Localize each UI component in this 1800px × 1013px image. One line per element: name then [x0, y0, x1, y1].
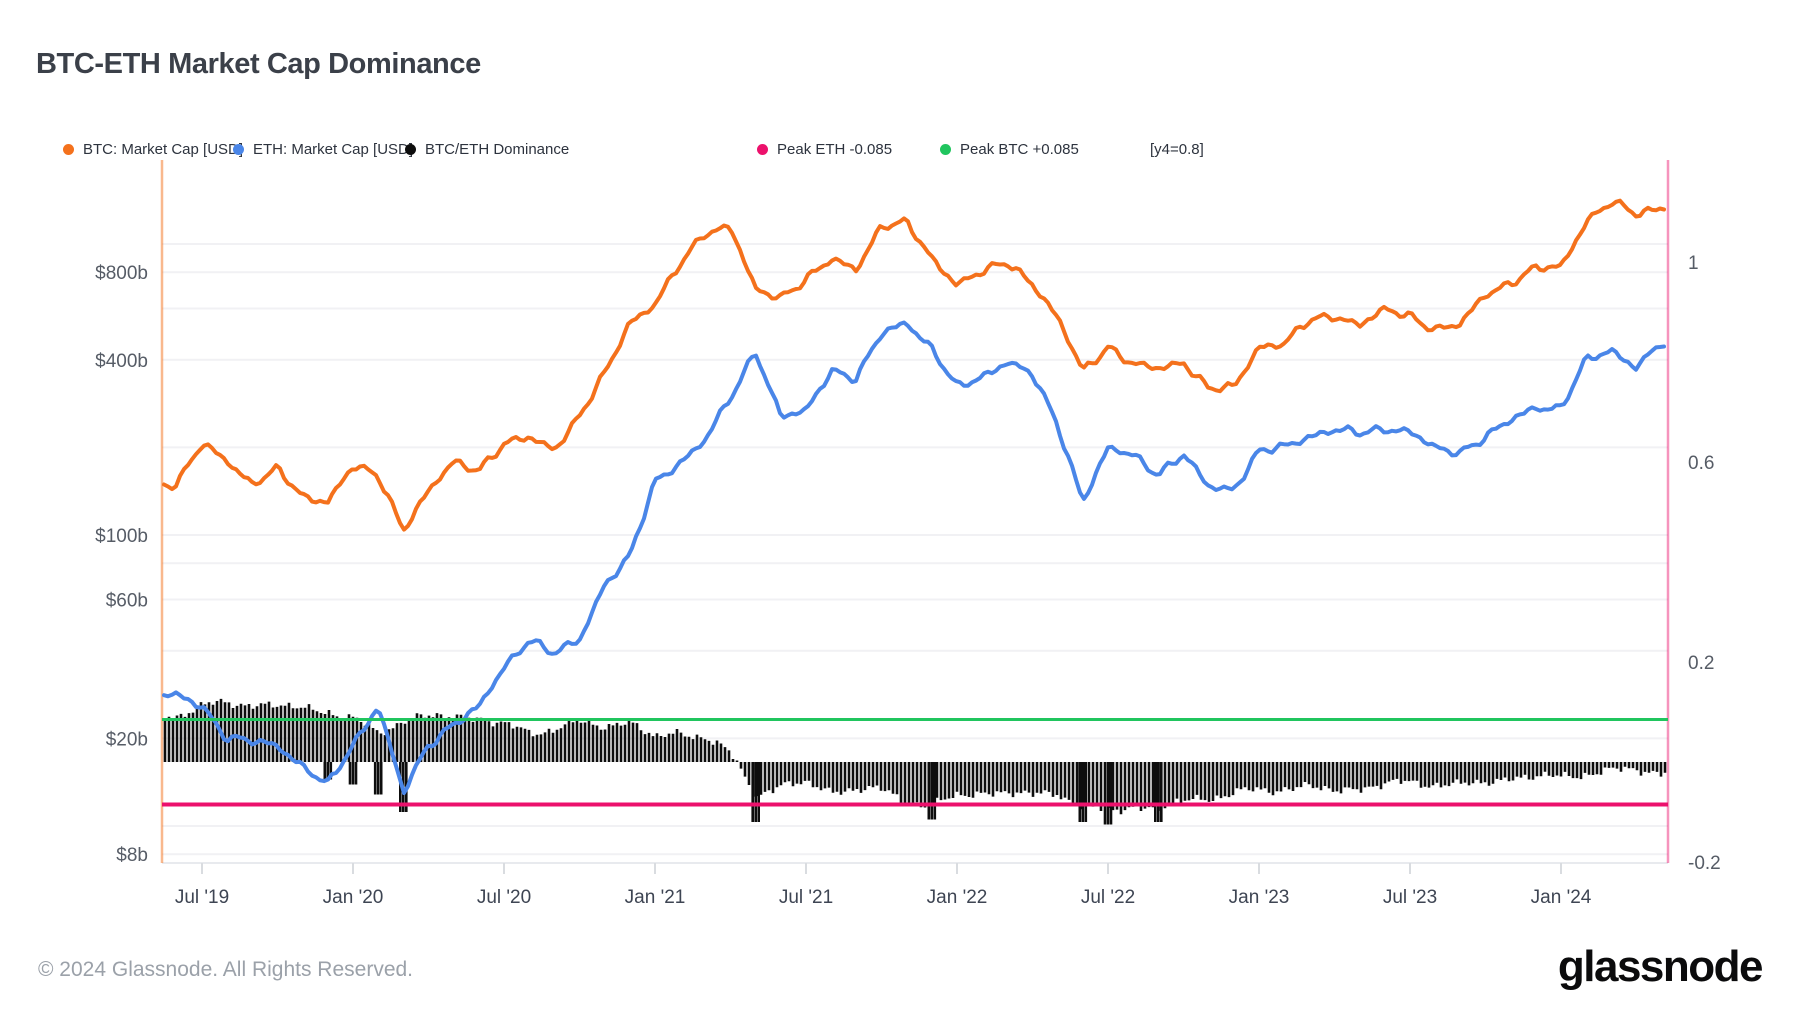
x-tick-label: Jan '24	[1531, 887, 1592, 908]
dominance-legend-dot-icon	[405, 144, 416, 155]
x-tick-label: Jul '19	[175, 887, 229, 908]
y-right-tick-label: 0.6	[1688, 453, 1714, 474]
copyright-text: © 2024 Glassnode. All Rights Reserved.	[38, 958, 414, 981]
peak-btc-legend-dot-icon	[940, 144, 951, 155]
legend-label: [y4=0.8]	[1150, 141, 1204, 158]
legend-label: Peak BTC +0.085	[960, 141, 1079, 158]
y-left-tick-label: $60b	[106, 591, 148, 612]
dominance-bars-series	[163, 698, 1667, 825]
y-left-tick-label: $8b	[116, 845, 148, 866]
legend-label: Peak ETH -0.085	[777, 141, 893, 158]
x-tick-label: Jan '20	[323, 887, 384, 908]
x-tick-label: Jul '20	[477, 887, 531, 908]
legend-label: BTC: Market Cap [USD]	[83, 141, 244, 158]
legend-label: BTC/ETH Dominance	[425, 141, 570, 158]
y-right-tick-label: -0.2	[1688, 853, 1721, 874]
legend-item-eth-market-cap[interactable]: ETH: Market Cap [USD]	[233, 141, 413, 158]
peak-eth-legend-dot-icon	[757, 144, 768, 155]
btc-legend-dot-icon	[63, 144, 74, 155]
y-right-tick-label: 0.2	[1688, 653, 1714, 674]
x-tick-label: Jul '21	[779, 887, 833, 908]
x-tick-label: Jul '22	[1081, 887, 1135, 908]
legend-item-peak-btc[interactable]: Peak BTC +0.085	[940, 141, 1079, 158]
glassnode-logo: glassnode	[1557, 942, 1764, 991]
y-left-tick-label: $400b	[95, 351, 148, 372]
legend-item-dominance[interactable]: BTC/ETH Dominance	[405, 141, 569, 158]
y-left-tick-label: $800b	[95, 263, 148, 284]
legend-item-y4-note: [y4=0.8]	[1150, 141, 1204, 158]
y-right-tick-label: 1	[1688, 253, 1699, 274]
x-tick-label: Jan '22	[927, 887, 988, 908]
page-title: BTC-ETH Market Cap Dominance	[36, 48, 481, 80]
eth-market-cap-line	[162, 320, 1666, 795]
legend-item-btc-market-cap[interactable]: BTC: Market Cap [USD]	[63, 141, 243, 158]
legend-item-peak-eth[interactable]: Peak ETH -0.085	[757, 141, 892, 158]
btc-market-cap-line	[162, 198, 1666, 532]
x-tick-label: Jan '23	[1229, 887, 1290, 908]
y-left-tick-label: $100b	[95, 526, 148, 547]
x-tick-label: Jan '21	[625, 887, 686, 908]
y-left-tick-label: $20b	[106, 729, 148, 750]
eth-legend-dot-icon	[233, 144, 244, 155]
legend-label: ETH: Market Cap [USD]	[253, 141, 414, 158]
x-tick-label: Jul '23	[1383, 887, 1437, 908]
